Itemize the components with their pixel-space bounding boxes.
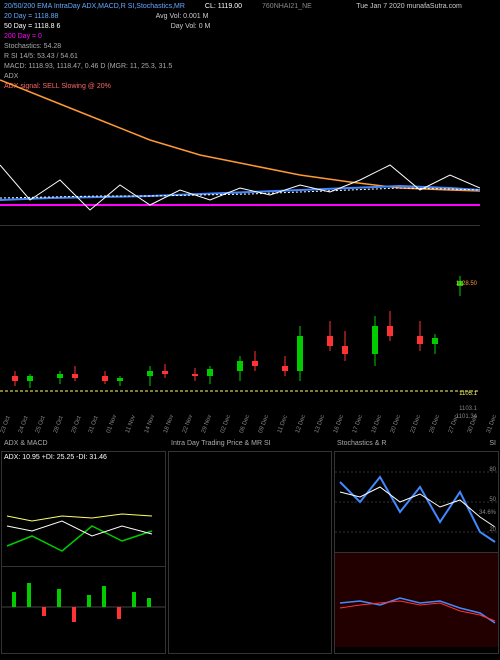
- avg-vol: Avg Vol: 0.001 M: [58, 12, 208, 22]
- rsi-title: SI: [489, 440, 496, 447]
- rsi-val: R SI 14/5: 53.43 / 54.61: [4, 52, 496, 62]
- adx-panel-title: ADX & MACD: [4, 440, 48, 447]
- indicators-title: 20/50/200 EMA IntraDay ADX,MACD,R SI,Sto…: [4, 2, 185, 12]
- date-source: Tue Jan 7 2020 munafaSutra.com: [312, 2, 462, 12]
- stochastics-val: Stochastics: 54.28: [4, 42, 496, 52]
- symbol: 760NHAI21_NE: [262, 2, 312, 12]
- ema50: 50 Day = 1118.8 6: [4, 22, 60, 32]
- day-vol: Day Vol: 0 M: [60, 22, 210, 32]
- main-price-chart: [0, 70, 480, 220]
- price-level-label: 1103.1: [458, 406, 478, 412]
- candlestick-chart: 1128.501105.11103.11101.34: [0, 225, 480, 420]
- stoch-tick-label: 34.6%: [479, 510, 496, 516]
- adx-values: ADX: 10.95 +DI: 25.25 -DI: 31.46: [4, 454, 107, 461]
- stoch-tick-label: 50: [489, 497, 496, 503]
- stoch-title: Stochastics & R: [337, 440, 386, 447]
- intraday-title: Intra Day Trading Price & MR SI: [171, 440, 271, 447]
- ema20: 20 Day = 1118.88: [4, 12, 58, 22]
- stoch-tick-label: 80: [489, 467, 496, 473]
- stoch-tick-label: 20: [489, 527, 496, 533]
- price-level-label: 1105.1: [458, 391, 478, 397]
- close-price: CL: 1119.00: [205, 2, 242, 12]
- price-level-label: 1128.50: [455, 281, 478, 287]
- adx-macd-panel: ADX & MACD ADX: 10.95 +DI: 25.25 -DI: 31…: [1, 451, 166, 654]
- intraday-panel: Intra Day Trading Price & MR SI: [168, 451, 332, 654]
- ema200: 200 Day = 0: [4, 32, 496, 42]
- indicator-panels: ADX & MACD ADX: 10.95 +DI: 25.25 -DI: 31…: [0, 450, 500, 655]
- stochastics-panel: Stochastics & R SI 805034.6%20: [334, 451, 499, 654]
